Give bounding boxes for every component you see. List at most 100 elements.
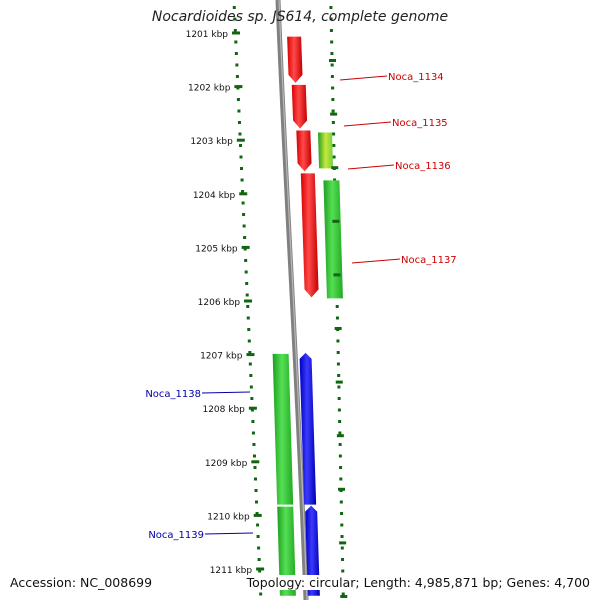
scale-tick-minor [339, 541, 347, 545]
scale-dot [246, 305, 250, 308]
scale-dot [234, 52, 238, 55]
scale-dot [332, 144, 336, 147]
scale-tick-label: 1206 kbp [198, 298, 241, 308]
map-title: Nocardioides sp. JS614, complete genome [151, 9, 449, 25]
scale-tick-minor [332, 219, 340, 223]
scale-dot [250, 397, 254, 400]
scale-dot [253, 466, 257, 469]
scale-dot [337, 374, 341, 377]
scale-dot [337, 397, 341, 400]
scale-dot [249, 374, 253, 377]
scale-dot [259, 592, 263, 596]
scale-tick-label: 1207 kbp [200, 352, 243, 362]
scale-dot [339, 466, 343, 469]
gene-label-Noca_1138[interactable]: Noca_1138 [145, 389, 201, 400]
scale-tick-label: 1201 kbp [186, 30, 229, 40]
scale-dot [332, 132, 336, 136]
scale-dot [258, 569, 262, 573]
gene-Noca_1139 [277, 506, 296, 596]
gene-label-Noca_1137[interactable]: Noca_1137 [401, 255, 457, 266]
label-leader-line [343, 121, 392, 127]
cds-forward-Noca_1136 [296, 130, 312, 172]
scale-dot [329, 29, 333, 32]
scale-tick-label: 1203 kbp [190, 137, 233, 147]
scale-dot [239, 155, 243, 159]
gene-label-Noca_1139[interactable]: Noca_1139 [148, 530, 204, 541]
gene-label-Noca_1134[interactable]: Noca_1134 [388, 72, 444, 83]
scale-dot [341, 569, 345, 573]
backbone-line [275, 0, 309, 600]
scale-tick-minor [335, 380, 343, 384]
scale-tick-label: 1211 kbp [210, 566, 253, 576]
scale-tick [239, 192, 248, 196]
gene-labels: Noca_1134 Noca_1135 Noca_1136 Noca_1137 Noca… [145, 72, 456, 541]
scale-dot [338, 454, 342, 458]
scale-tick-minor [334, 327, 342, 330]
cds-forward-Noca_1137 [300, 173, 319, 298]
scale-tick-label: 1205 kbp [195, 244, 238, 254]
scale-dot [339, 477, 343, 481]
scale-dot [247, 328, 251, 331]
scale-dot [232, 6, 236, 9]
scale-dot [234, 40, 238, 44]
scale-dot [341, 592, 345, 596]
scale-dot [237, 121, 241, 124]
scale-dot [243, 236, 247, 239]
scale-dot [233, 29, 237, 32]
scale-tick [248, 406, 257, 410]
scale-dot [244, 259, 248, 262]
scale-tick-label: 1202 kbp [188, 84, 231, 94]
scale-dot [340, 546, 344, 550]
scale-dot [340, 535, 344, 538]
scale-dot [336, 362, 340, 366]
scale-dot [337, 385, 341, 389]
scale-tick-minor [329, 59, 336, 62]
label-leader-line [201, 391, 251, 394]
scale-dot [244, 270, 248, 274]
scale-tick-minor [340, 595, 348, 598]
scale-dot [238, 132, 242, 136]
scale-tick-label: 1210 kbp [207, 512, 250, 522]
scale-dot [251, 420, 255, 423]
scale-dot [330, 75, 334, 78]
scale-dot [335, 316, 339, 320]
scale-dot [331, 86, 335, 90]
cds-reverse-Noca_1139 [305, 505, 320, 596]
scale-dot [236, 98, 240, 101]
genome-info-text: Topology: circular; Length: 4,985,871 bp… [242, 575, 590, 590]
scale-dot [336, 339, 340, 343]
scale-dot [331, 109, 335, 113]
scale-dot [340, 523, 344, 527]
scale-dot [255, 500, 259, 504]
scale-tick-minor [336, 434, 344, 438]
scale-dot [241, 201, 245, 205]
scale-dot [248, 351, 252, 354]
scale-tick [253, 513, 262, 517]
label-leader-line [204, 532, 254, 535]
gene-label-Noca_1135[interactable]: Noca_1135 [392, 118, 448, 129]
scale-dot [248, 362, 252, 366]
scale-dot [254, 477, 258, 481]
cds-track [287, 36, 320, 596]
scale-dot [337, 408, 341, 412]
scale-dot [245, 293, 249, 297]
label-leader-line [347, 164, 395, 170]
scale-dot [330, 63, 334, 67]
scale-tick-minor [331, 166, 339, 170]
scale-dot [329, 6, 333, 9]
scale-dot [238, 144, 242, 147]
scale-dot [335, 305, 339, 308]
scale-tick-label: 1208 kbp [202, 405, 245, 415]
scale-dot [246, 316, 250, 320]
gene-Noca_1138 [272, 353, 294, 505]
scale-tick [241, 245, 250, 249]
cds-forward-Noca_1135 [291, 84, 308, 129]
scale-dot [235, 63, 239, 67]
label-leader-line [339, 75, 388, 81]
scale-tick-label: 1204 kbp [193, 191, 236, 201]
cds-reverse-Noca_1138 [299, 352, 317, 505]
scale-dot [340, 512, 344, 515]
scale-dot [257, 558, 261, 561]
gene-label-Noca_1136[interactable]: Noca_1136 [395, 161, 451, 172]
